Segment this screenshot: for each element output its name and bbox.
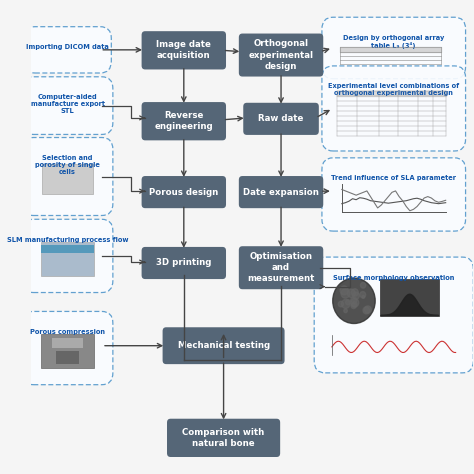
Circle shape — [369, 295, 373, 300]
FancyBboxPatch shape — [322, 158, 465, 231]
Text: 3D printing: 3D printing — [156, 258, 211, 267]
FancyBboxPatch shape — [41, 334, 94, 368]
Text: Computer-aided
manufacture export
STL: Computer-aided manufacture export STL — [30, 94, 105, 114]
FancyBboxPatch shape — [322, 66, 465, 151]
Circle shape — [343, 303, 351, 312]
Circle shape — [357, 291, 364, 299]
FancyBboxPatch shape — [314, 257, 474, 373]
Text: SLM manufacturing process flow: SLM manufacturing process flow — [7, 237, 128, 243]
Text: Mechanical testing: Mechanical testing — [178, 341, 270, 350]
FancyBboxPatch shape — [42, 164, 93, 194]
Circle shape — [363, 304, 366, 309]
Text: Selection and
porosity of single
cells: Selection and porosity of single cells — [35, 155, 100, 175]
FancyBboxPatch shape — [22, 219, 113, 292]
FancyBboxPatch shape — [380, 279, 439, 316]
Text: Importing DICOM data: Importing DICOM data — [26, 44, 109, 50]
FancyBboxPatch shape — [52, 338, 83, 348]
Circle shape — [361, 300, 368, 308]
FancyBboxPatch shape — [24, 27, 111, 73]
Circle shape — [333, 278, 375, 323]
Circle shape — [349, 298, 353, 303]
Text: Porous compression: Porous compression — [30, 329, 105, 335]
Text: Comparison with
natural bone: Comparison with natural bone — [182, 428, 264, 448]
FancyBboxPatch shape — [167, 419, 280, 457]
Text: Raw date: Raw date — [258, 114, 304, 123]
FancyBboxPatch shape — [239, 246, 323, 289]
FancyBboxPatch shape — [142, 247, 226, 279]
Text: Trend influence of SLA parameter: Trend influence of SLA parameter — [331, 175, 456, 182]
Circle shape — [349, 301, 356, 309]
Circle shape — [347, 287, 356, 296]
FancyBboxPatch shape — [22, 311, 113, 385]
Text: Optimisation
and
measurement: Optimisation and measurement — [247, 252, 315, 283]
Circle shape — [354, 294, 360, 301]
FancyBboxPatch shape — [22, 77, 113, 135]
FancyBboxPatch shape — [322, 17, 465, 79]
Circle shape — [347, 301, 351, 305]
FancyBboxPatch shape — [22, 137, 113, 216]
Text: Porous design: Porous design — [149, 188, 219, 197]
FancyBboxPatch shape — [142, 31, 226, 70]
Circle shape — [354, 292, 357, 295]
Circle shape — [351, 297, 354, 301]
Circle shape — [357, 311, 364, 319]
Text: Image date
acquisition: Image date acquisition — [156, 40, 211, 60]
Text: Date expansion: Date expansion — [243, 188, 319, 197]
FancyBboxPatch shape — [243, 103, 319, 135]
FancyBboxPatch shape — [239, 34, 323, 76]
Text: Experimental level combinations of
orthogonal experimental design: Experimental level combinations of ortho… — [328, 83, 459, 96]
Text: Surface morphology observation: Surface morphology observation — [333, 274, 455, 281]
FancyBboxPatch shape — [142, 176, 226, 208]
Text: Reverse
engineering: Reverse engineering — [155, 111, 213, 131]
Circle shape — [351, 291, 357, 298]
FancyBboxPatch shape — [41, 242, 94, 276]
Text: Orthogonal
experimental
design: Orthogonal experimental design — [248, 39, 313, 71]
Circle shape — [363, 302, 368, 308]
FancyBboxPatch shape — [163, 327, 284, 364]
FancyBboxPatch shape — [239, 176, 323, 208]
Text: Design by orthogonal array
table L₉ (3⁴): Design by orthogonal array table L₉ (3⁴) — [343, 35, 445, 49]
Circle shape — [344, 288, 347, 291]
Circle shape — [336, 295, 340, 300]
FancyBboxPatch shape — [142, 102, 226, 140]
FancyBboxPatch shape — [42, 245, 94, 253]
Circle shape — [363, 302, 370, 310]
FancyBboxPatch shape — [56, 351, 79, 364]
